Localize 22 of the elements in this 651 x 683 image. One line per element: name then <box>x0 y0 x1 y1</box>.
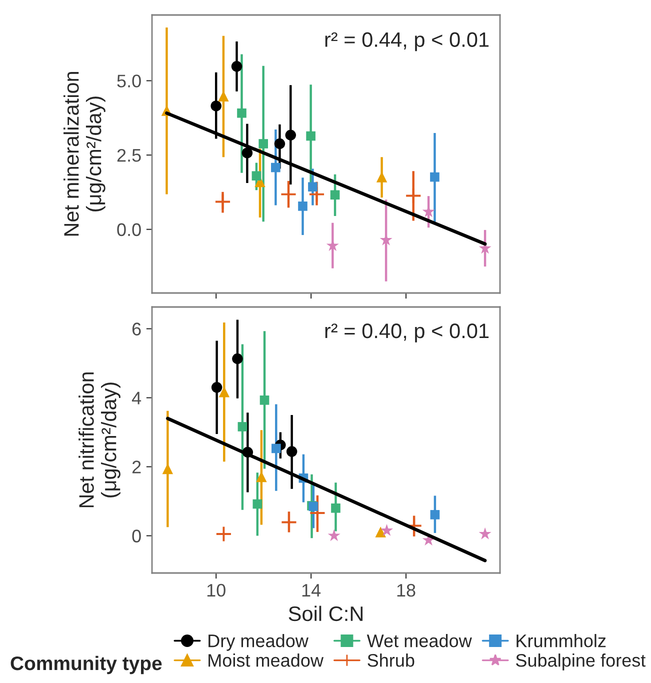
annotation: r² = 0.40, p < 0.01 <box>325 324 489 342</box>
y-tick-label: 0.0 <box>117 223 141 236</box>
y-tick-label: 4 <box>132 392 142 404</box>
x-axis-title: Soil C:N <box>288 606 363 622</box>
legend-title: Community type <box>10 656 162 674</box>
y-tick-label: 5.0 <box>117 74 141 88</box>
annotation: r² = 0.44, p < 0.01 <box>325 32 489 52</box>
legend-label: Shrub <box>368 654 414 667</box>
x-tick-label: 10 <box>207 584 226 597</box>
y-axis-title: Net nitrification (μg/cm²/day) <box>78 372 120 508</box>
legend-label: Moist meadow <box>208 654 324 667</box>
x-tick-label: 14 <box>302 584 321 596</box>
y-axis-title: Net mineralization (μg/cm²/day) <box>64 72 106 236</box>
x-tick-label: 18 <box>397 584 416 597</box>
y-tick-label: 0 <box>132 530 141 542</box>
legend-label: Dry meadow <box>208 634 308 651</box>
legend-label: Krummholz <box>516 634 606 648</box>
y-tick-label: 2 <box>132 460 141 474</box>
y-tick-label: 6 <box>132 322 141 336</box>
y-tick-label: 2.5 <box>117 148 141 162</box>
legend-label: Wet meadow <box>366 634 472 648</box>
legend-label: Subalpine forest <box>516 654 646 670</box>
